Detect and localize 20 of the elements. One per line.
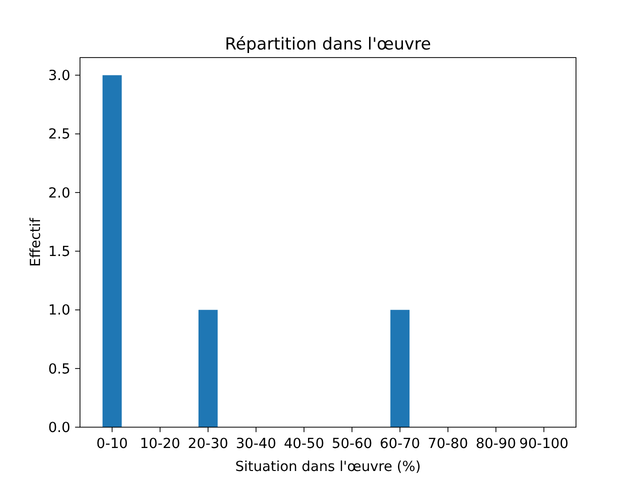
x-tick-label: 20-30: [188, 436, 228, 452]
x-tick-label: 60-70: [380, 436, 420, 452]
y-tick-label: 0.5: [48, 361, 70, 378]
y-tick-label: 3.0: [48, 68, 70, 84]
x-tick-label: 40-50: [284, 436, 324, 452]
y-tick-label: 1.5: [48, 244, 70, 260]
x-tick-label: 50-60: [332, 436, 372, 452]
x-tick-label: 90-100: [519, 436, 568, 452]
chart-title: Répartition dans l'œuvre: [224, 33, 432, 54]
y-tick-label: 1.0: [48, 302, 70, 319]
x-tick-label: 30-40: [236, 436, 276, 452]
x-tick-label: 80-90: [476, 436, 516, 452]
y-tick-label: 2.5: [48, 126, 70, 143]
x-tick-label: 0-10: [96, 436, 128, 452]
x-tick-label: 70-80: [428, 436, 468, 452]
y-tick-label: 0.0: [48, 420, 70, 436]
y-tick-label: 2.0: [48, 185, 70, 202]
x-axis-title: Situation dans l'œuvre (%): [235, 459, 421, 476]
x-tick-label: 10-20: [140, 436, 180, 452]
y-axis-title: Effectif: [28, 216, 44, 267]
